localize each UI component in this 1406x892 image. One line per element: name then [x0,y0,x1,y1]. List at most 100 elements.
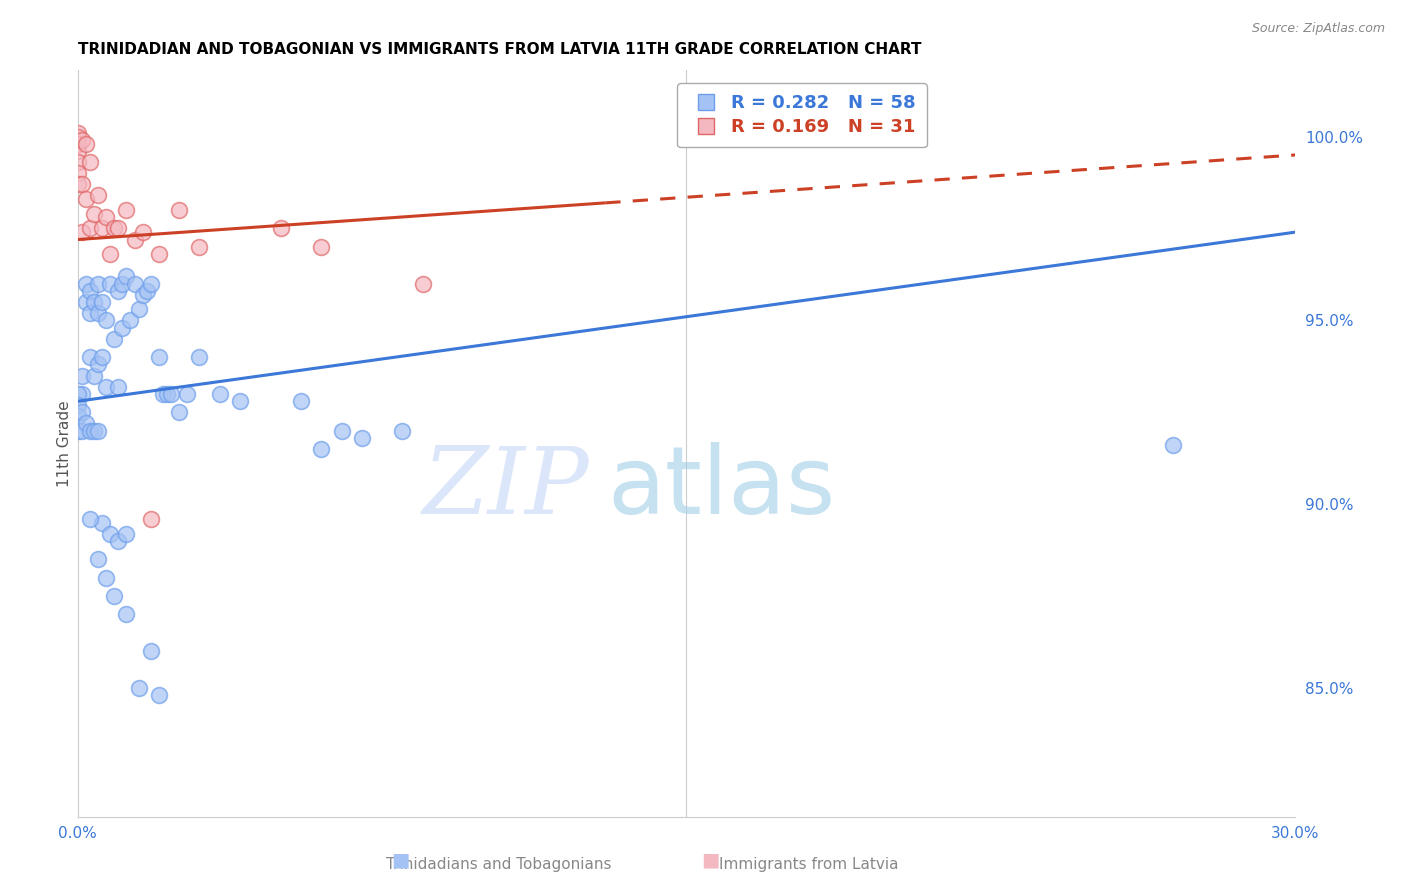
Point [139,644,162,658]
Point [350,431,373,445]
Point [103,589,125,603]
Point [290,394,312,409]
Legend: R = 0.282   N = 58, R = 0.169   N = 31: R = 0.282 N = 58, R = 0.169 N = 31 [678,83,927,147]
Point [124,277,146,291]
Text: ■: ■ [391,851,411,870]
Point [330,424,353,438]
Point [391,424,413,438]
Point [131,287,153,301]
Point [94,571,117,585]
Point [94,313,117,327]
Text: Immigrants from Latvia: Immigrants from Latvia [718,857,898,872]
Point [115,526,138,541]
Point [87,358,110,372]
Point [107,284,129,298]
Point [66,136,89,151]
Point [83,207,105,221]
Point [128,681,150,695]
Point [87,188,110,202]
Point [79,350,101,364]
Point [66,126,89,140]
Point [98,277,121,291]
Point [87,277,110,291]
Point [94,379,117,393]
Point [111,320,134,334]
Point [91,295,114,310]
Y-axis label: 11th Grade: 11th Grade [58,401,72,487]
Point [124,233,146,247]
Point [70,368,93,383]
Point [148,688,170,702]
Point [115,269,138,284]
Point [83,295,105,310]
Point [131,225,153,239]
Point [135,284,157,298]
Point [87,306,110,320]
Point [412,277,434,291]
Point [229,394,252,409]
Point [75,192,97,206]
Point [66,155,89,169]
Point [91,516,114,530]
Point [70,405,93,419]
Point [75,295,97,310]
Point [309,442,332,456]
Point [79,512,101,526]
Point [139,277,162,291]
Point [79,284,101,298]
Point [115,203,138,218]
Text: TRINIDADIAN AND TOBAGONIAN VS IMMIGRANTS FROM LATVIA 11TH GRADE CORRELATION CHAR: TRINIDADIAN AND TOBAGONIAN VS IMMIGRANTS… [77,42,921,57]
Point [75,136,97,151]
Text: atlas: atlas [607,442,835,534]
Point [66,387,89,401]
Point [70,225,93,239]
Point [66,409,89,423]
Point [79,424,101,438]
Point [79,306,101,320]
Point [176,387,198,401]
Point [70,387,93,401]
Point [75,277,97,291]
Point [128,302,150,317]
Point [111,277,134,291]
Text: ZIP: ZIP [422,443,589,533]
Point [75,417,97,431]
Point [107,379,129,393]
Point [87,552,110,566]
Point [66,145,89,159]
Point [152,387,174,401]
Text: ■: ■ [700,851,720,870]
Point [1163,438,1185,452]
Point [66,166,89,180]
Point [309,240,332,254]
Point [167,203,190,218]
Point [139,512,162,526]
Point [70,424,93,438]
Point [66,129,89,144]
Point [188,240,211,254]
Point [94,211,117,225]
Point [115,607,138,622]
Point [79,155,101,169]
Point [98,247,121,261]
Point [98,526,121,541]
Text: Source: ZipAtlas.com: Source: ZipAtlas.com [1251,22,1385,36]
Point [83,368,105,383]
Point [87,424,110,438]
Point [91,350,114,364]
Text: Trinidadians and Tobagonians: Trinidadians and Tobagonians [387,857,612,872]
Point [107,533,129,548]
Point [66,424,89,438]
Point [160,387,183,401]
Point [70,178,93,192]
Point [79,221,101,235]
Point [188,350,211,364]
Point [270,221,292,235]
Point [148,247,170,261]
Point [148,350,170,364]
Point [91,221,114,235]
Point [208,387,231,401]
Point [107,221,129,235]
Point [66,178,89,192]
Point [167,405,190,419]
